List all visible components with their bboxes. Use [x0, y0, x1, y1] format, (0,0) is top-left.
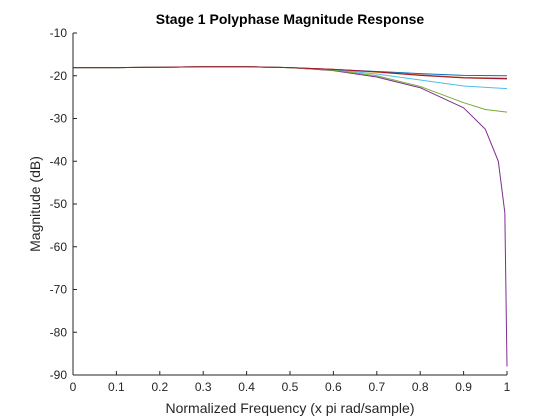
plot-area — [73, 33, 507, 375]
y-tick-label: -80 — [50, 325, 68, 339]
x-tick-label: 0.3 — [195, 380, 212, 394]
x-tick-label: 0.6 — [325, 380, 342, 394]
x-tick-label: 0.2 — [151, 380, 168, 394]
y-tick-label: -30 — [50, 112, 68, 126]
y-tick-label: -90 — [50, 368, 68, 382]
axes-layer: 0 0.1 0.2 0.3 0.4 0.5 0.6 0.7 0.8 0.9 1 -90 -80 -70 -6… — [50, 26, 511, 394]
y-tick-label: -50 — [50, 197, 68, 211]
x-tick-label: 0.4 — [238, 380, 255, 394]
y-tick-label: -10 — [50, 26, 68, 40]
y-tick-label: -20 — [50, 69, 68, 83]
series-line-7 — [73, 66, 508, 80]
y-tick-label: -40 — [50, 154, 68, 168]
series-layer — [73, 66, 508, 367]
x-axis-label: Normalized Frequency (x pi rad/sample) — [166, 400, 415, 416]
x-tick-label: 0 — [70, 380, 77, 394]
x-tick-label: 0.5 — [282, 380, 299, 394]
x-tick-label: 0.9 — [455, 380, 472, 394]
x-tick-label: 0.7 — [368, 380, 385, 394]
x-tick-label: 0.8 — [412, 380, 429, 394]
chart-title: Stage 1 Polyphase Magnitude Response — [156, 11, 425, 27]
x-tick-label: 0.1 — [108, 380, 125, 394]
x-tick-label: 1 — [504, 380, 511, 394]
y-axis-label: Magnitude (dB) — [27, 156, 43, 252]
y-tick-label: -60 — [50, 240, 68, 254]
y-tick-label: -70 — [50, 283, 68, 297]
